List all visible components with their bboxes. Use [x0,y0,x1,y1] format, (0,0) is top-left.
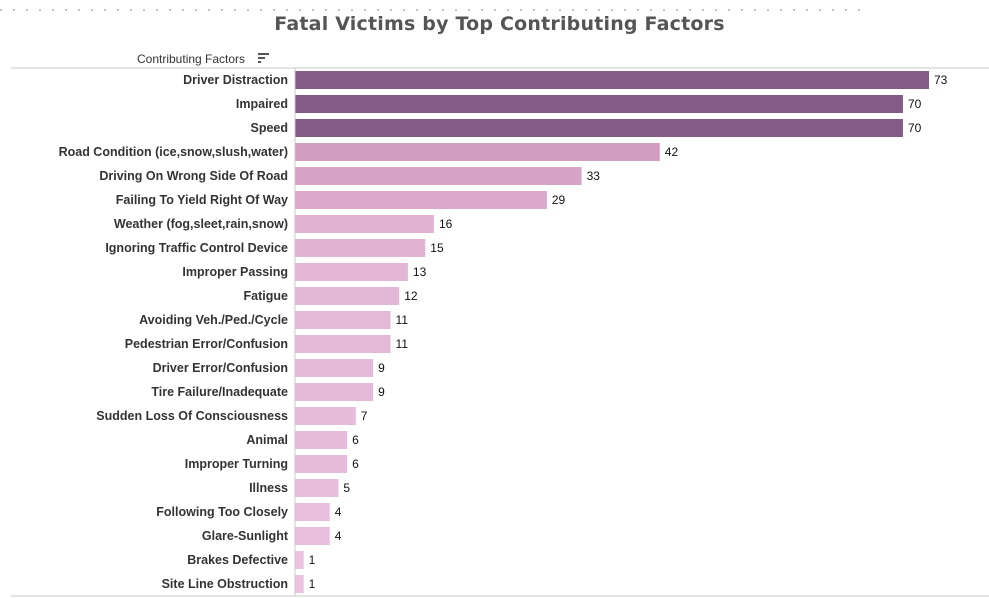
category-label: Ignoring Traffic Control Device [105,241,288,255]
value-label: 11 [396,313,409,327]
bar[interactable] [295,71,929,89]
bar[interactable] [295,263,408,281]
category-label: Following Too Closely [156,505,288,519]
value-label: 4 [335,529,342,543]
category-label: Weather (fog,sleet,rain,snow) [114,217,288,231]
bar[interactable] [295,527,330,545]
category-label: Failing To Yield Right Of Way [116,193,288,207]
value-label: 15 [430,241,444,255]
category-label: Improper Turning [185,457,288,471]
value-label: 9 [378,385,385,399]
category-label: Sudden Loss Of Consciousness [96,409,288,423]
category-label: Driver Error/Confusion [153,361,288,375]
value-label: 16 [439,217,453,231]
bar[interactable] [295,287,400,305]
bar[interactable] [295,431,348,449]
category-label: Fatigue [244,289,288,303]
value-label: 73 [934,73,948,87]
value-label: 33 [587,169,601,183]
value-label: 70 [908,97,922,111]
bar[interactable] [295,359,374,377]
bar[interactable] [295,119,903,137]
bar[interactable] [295,503,330,521]
bar[interactable] [295,551,304,569]
bar[interactable] [295,335,391,353]
value-label: 9 [378,361,385,375]
bar[interactable] [295,383,374,401]
bar[interactable] [295,95,903,113]
bar[interactable] [295,575,304,593]
category-label: Tire Failure/Inadequate [151,385,288,399]
category-label: Pedestrian Error/Confusion [125,337,288,351]
category-label: Avoiding Veh./Ped./Cycle [139,313,288,327]
value-label: 70 [908,121,922,135]
category-label: Driver Distraction [183,73,288,87]
value-label: 6 [352,433,359,447]
bar[interactable] [295,407,356,425]
category-label: Illness [249,481,288,495]
category-label: Brakes Defective [187,553,288,567]
category-label: Animal [246,433,288,447]
value-label: 5 [343,481,350,495]
category-label: Road Condition (ice,snow,slush,water) [59,145,288,159]
cropped-top-strip [0,0,989,11]
value-label: 29 [552,193,566,207]
value-label: 7 [361,409,368,423]
value-label: 42 [665,145,679,159]
column-header-label: Contributing Factors [137,52,246,66]
category-label: Site Line Obstruction [162,577,288,591]
bar[interactable] [295,215,434,233]
category-label: Glare-Sunlight [202,529,289,543]
value-label: 12 [404,289,418,303]
value-label: 11 [396,337,409,351]
bar[interactable] [295,167,582,185]
category-label: Driving On Wrong Side Of Road [99,169,288,183]
bar[interactable] [295,455,348,473]
bar[interactable] [295,239,426,257]
category-label: Speed [250,121,288,135]
value-label: 1 [309,553,316,567]
bar[interactable] [295,311,391,329]
value-label: 4 [335,505,342,519]
bar[interactable] [295,479,339,497]
value-label: 1 [309,577,316,591]
bar[interactable] [295,191,547,209]
bar[interactable] [295,143,660,161]
value-label: 13 [413,265,427,279]
chart-title: Fatal Victims by Top Contributing Factor… [274,13,725,35]
value-label: 6 [352,457,359,471]
sort-descending-icon[interactable] [257,52,271,66]
category-label: Improper Passing [182,265,288,279]
category-label: Impaired [236,97,288,111]
